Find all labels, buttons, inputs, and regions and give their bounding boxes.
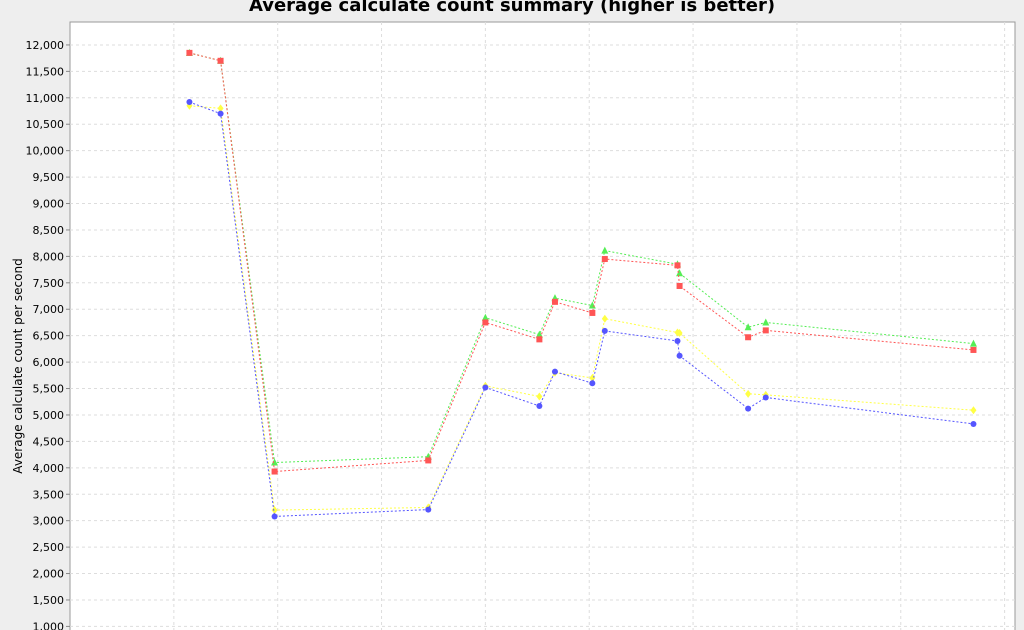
y-tick-label: 1,500 bbox=[33, 594, 65, 607]
y-tick-label: 5,000 bbox=[33, 409, 65, 422]
data-point bbox=[676, 282, 683, 289]
data-point bbox=[589, 380, 596, 387]
y-tick-label: 6,000 bbox=[33, 356, 65, 369]
y-tick-label: 8,000 bbox=[33, 250, 65, 263]
data-point bbox=[217, 57, 224, 64]
data-point bbox=[271, 458, 279, 466]
series-line bbox=[189, 52, 974, 464]
data-point bbox=[481, 313, 489, 321]
data-point bbox=[601, 246, 609, 254]
data-point bbox=[425, 457, 432, 464]
data-point bbox=[970, 406, 977, 415]
data-point bbox=[676, 269, 684, 277]
data-point bbox=[762, 327, 769, 334]
data-point bbox=[482, 319, 489, 326]
series-4 bbox=[186, 49, 977, 475]
data-point bbox=[217, 104, 224, 113]
y-tick-label: 2,500 bbox=[33, 541, 65, 554]
data-point bbox=[762, 394, 769, 401]
data-point bbox=[589, 309, 596, 316]
y-tick-label: 5,500 bbox=[33, 383, 65, 396]
data-point bbox=[536, 402, 543, 409]
y-axis-label: Average calculate count per second bbox=[11, 258, 25, 473]
grid-layer bbox=[70, 22, 1015, 630]
data-point bbox=[536, 392, 543, 401]
y-tick-label: 11,000 bbox=[26, 92, 65, 105]
data-point bbox=[536, 336, 543, 343]
data-point bbox=[745, 405, 752, 412]
y-tick-label: 10,500 bbox=[26, 118, 65, 131]
data-point bbox=[186, 99, 193, 106]
y-tick-label: 8,500 bbox=[33, 224, 65, 237]
plot-background bbox=[69, 21, 1016, 630]
y-tick-label: 3,500 bbox=[33, 488, 65, 501]
y-axis-ticks: 1,000 1,500 2,000 2,500 3,000 3,500 4,000 4,500… bbox=[26, 39, 70, 630]
y-tick-label: 7,500 bbox=[33, 277, 65, 290]
y-tick-label: 2,000 bbox=[33, 568, 65, 581]
y-tick-label: 7,000 bbox=[33, 303, 65, 316]
chart-title: Average calculate count summary (higher … bbox=[248, 0, 776, 16]
y-tick-label: 4,500 bbox=[33, 435, 65, 448]
series-2 bbox=[186, 99, 977, 520]
data-point bbox=[970, 420, 977, 427]
data-point bbox=[970, 346, 977, 353]
data-point bbox=[601, 327, 608, 334]
data-point bbox=[674, 337, 681, 344]
y-tick-label: 9,000 bbox=[33, 198, 65, 211]
series-line bbox=[189, 101, 974, 517]
y-tick-label: 1,000 bbox=[33, 620, 65, 630]
series-layer bbox=[185, 48, 977, 520]
data-point bbox=[271, 468, 278, 475]
data-point bbox=[601, 256, 608, 263]
y-tick-label: 9,500 bbox=[33, 171, 65, 184]
data-point bbox=[271, 506, 278, 515]
data-point bbox=[676, 352, 683, 359]
data-point bbox=[744, 323, 752, 331]
y-tick-label: 10,000 bbox=[26, 145, 65, 158]
y-tick-label: 3,000 bbox=[33, 515, 65, 528]
data-point bbox=[674, 262, 681, 269]
y-tick-label: 11,500 bbox=[26, 65, 65, 78]
data-point bbox=[551, 368, 558, 375]
data-point bbox=[535, 330, 543, 338]
data-point bbox=[969, 339, 977, 347]
data-point bbox=[745, 389, 752, 398]
y-tick-label: 4,000 bbox=[33, 462, 65, 475]
data-point bbox=[745, 334, 752, 341]
data-point bbox=[676, 329, 683, 338]
y-tick-label: 12,000 bbox=[26, 39, 65, 52]
data-point bbox=[186, 49, 193, 56]
data-point bbox=[762, 318, 770, 326]
series-line bbox=[189, 52, 974, 473]
data-point bbox=[601, 314, 608, 323]
data-point bbox=[551, 298, 558, 305]
data-point bbox=[217, 110, 224, 117]
y-tick-label: 6,500 bbox=[33, 330, 65, 343]
data-point bbox=[271, 513, 278, 520]
data-point bbox=[425, 506, 432, 513]
data-point bbox=[482, 384, 489, 391]
